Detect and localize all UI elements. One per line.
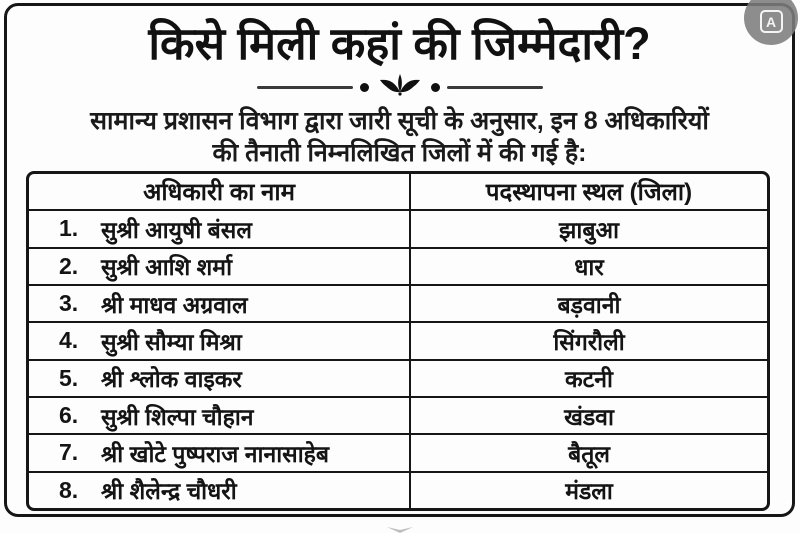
row-number: 2. [59,252,79,279]
officer-name: श्री खोटे पुष्पराज नानासाहेब [101,440,330,467]
table-row: 4. सुश्री सौम्या मिश्रा सिंगरौली [29,321,767,359]
district-name: झाबुआ [409,211,767,247]
district-name: बड़वानी [409,285,767,322]
table-row: 1. सुश्री आयुषी बंसल झाबुआ [29,209,767,247]
row-number: 8. [59,476,79,503]
officer-name: सुश्री आशि शर्मा [101,254,233,281]
district-name: खंडवा [409,397,767,434]
row-number: 3. [59,290,79,317]
district-name: सिंगरौली [409,323,767,359]
district-name: कटनी [409,360,767,396]
row-number: 4. [59,327,79,354]
bottom-fleuron-icon [384,522,416,540]
fleuron-icon [376,73,424,102]
header-posting-place: पदस्थापना स्थल (जिला) [409,174,767,210]
table-row: 3. श्री माधव अग्रवाल बड़वानी [29,283,767,322]
table-header-row: अधिकारी का नाम पदस्थापना स्थल (जिला) [29,174,767,210]
officer-name: श्री श्लोक वाइकर [101,366,242,393]
officer-name: सुश्री शिल्पा चौहान [101,403,254,430]
officer-name: सुश्री आयुषी बंसल [101,216,252,243]
district-name: मंडला [409,472,767,508]
row-number: 6. [59,402,79,429]
officer-name: श्री शैलेन्द्र चौधरी [101,478,237,505]
table-row: 7. श्री खोटे पुष्पराज नानासाहेब बैतूल [29,433,767,471]
subtitle: सामान्य प्रशासन विभाग द्वारा जारी सूची क… [37,105,762,169]
row-number: 7. [59,439,79,466]
divider-line-right [446,85,543,89]
subtitle-line-1: सामान्य प्रशासन विभाग द्वारा जारी सूची क… [90,107,709,135]
letter-a-icon: A [759,10,783,33]
district-name: धार [409,248,767,284]
page-title: किसे मिली कहां की जिम्मेदारी? [148,18,651,69]
row-number: 1. [59,215,79,242]
table-row: 2. सुश्री आशि शर्मा धार [29,246,767,284]
header-officer-name: अधिकारी का नाम [143,179,295,207]
table-row: 5. श्री श्लोक वाइकर कटनी [29,358,767,396]
row-number: 5. [59,364,79,391]
subtitle-line-2: की तैनाती निम्नलिखित जिलों में की गई है: [212,139,587,167]
table-row: 8. श्री शैलेन्द्र चौधरी मंडला [29,470,767,508]
officer-name: सुश्री सौम्या मिश्रा [101,328,242,355]
divider-line-left [256,85,353,89]
ornamental-divider [7,73,792,102]
officers-table: अधिकारी का नाम पदस्थापना स्थल (जिला) 1. … [26,171,770,511]
divider-dot-right [430,82,440,92]
officer-name: श्री माधव अग्रवाल [101,291,248,318]
divider-dot-left [359,82,369,92]
table-row: 6. सुश्री शिल्पा चौहान खंडवा [29,395,767,434]
district-name: बैतूल [409,435,767,471]
watermark-badge: A [744,0,798,45]
